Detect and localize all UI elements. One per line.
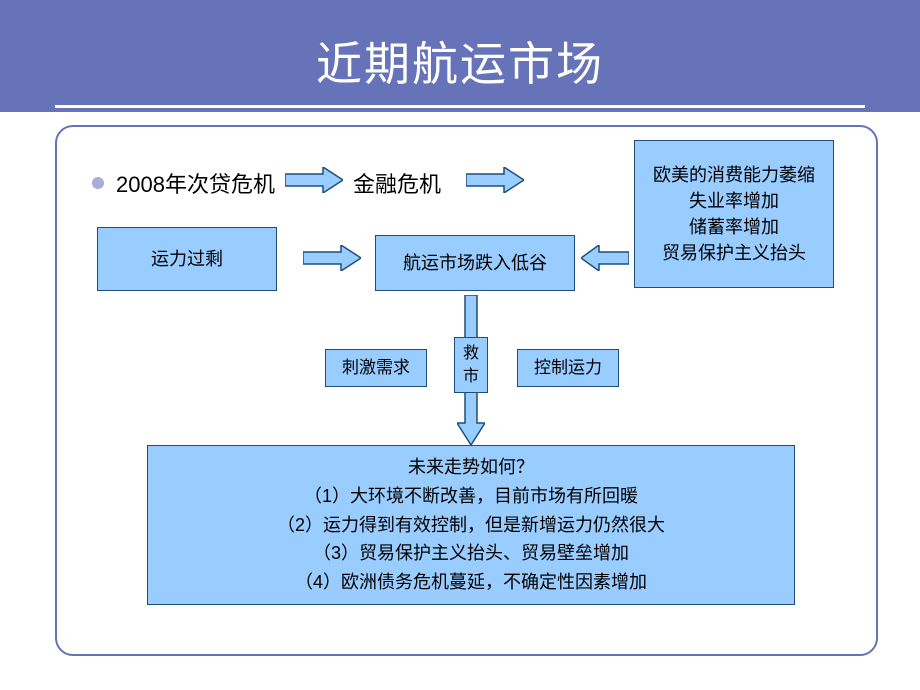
header-underline: [55, 105, 865, 108]
line: 未来走势如何？: [408, 453, 534, 482]
bullet-text-1: 2008年次贷危机: [116, 167, 275, 199]
text: 救 市: [463, 342, 479, 388]
box-market-low: 航运市场跌入低谷: [375, 235, 575, 291]
box-rescue: 救 市: [454, 337, 488, 393]
line: 贸易保护主义抬头: [662, 240, 806, 266]
bullet-row: 2008年次贷危机 金融危机: [92, 167, 524, 199]
line: （3）贸易保护主义抬头、贸易壁垒增加: [313, 539, 629, 568]
slide-title: 近期航运市场: [0, 0, 920, 94]
content-frame: 2008年次贷危机 金融危机 欧美的消费能力萎缩 失业率增加 储蓄率增加 贸易保…: [55, 125, 878, 656]
text: 航运市场跌入低谷: [403, 250, 547, 276]
arrow-1: [285, 167, 343, 199]
line: 欧美的消费能力萎缩: [653, 162, 815, 188]
line: 失业率增加: [689, 188, 779, 214]
bullet-icon: [92, 177, 104, 189]
line: （1）大环境不断改善，目前市场有所回暖: [304, 482, 638, 511]
box-eu-us-effects: 欧美的消费能力萎缩 失业率增加 储蓄率增加 贸易保护主义抬头: [634, 140, 834, 288]
line: （2）运力得到有效控制，但是新增运力仍然很大: [277, 511, 665, 540]
box-future: 未来走势如何？ （1）大环境不断改善，目前市场有所回暖 （2）运力得到有效控制，…: [147, 445, 795, 605]
line: （4）欧洲债务危机蔓延，不确定性因素增加: [295, 568, 647, 597]
text: 控制运力: [534, 356, 602, 381]
text: 运力过剩: [151, 246, 223, 272]
box-stimulate: 刺激需求: [325, 349, 427, 387]
slide-header: 近期航运市场: [0, 0, 920, 112]
text: 刺激需求: [342, 356, 410, 381]
arrow-4: [581, 245, 629, 276]
box-supply-excess: 运力过剩: [97, 227, 277, 291]
line: 储蓄率增加: [689, 214, 779, 240]
bullet-text-2: 金融危机: [353, 167, 441, 199]
arrow-3: [303, 245, 361, 276]
arrow-2: [466, 167, 524, 199]
box-control: 控制运力: [517, 349, 619, 387]
